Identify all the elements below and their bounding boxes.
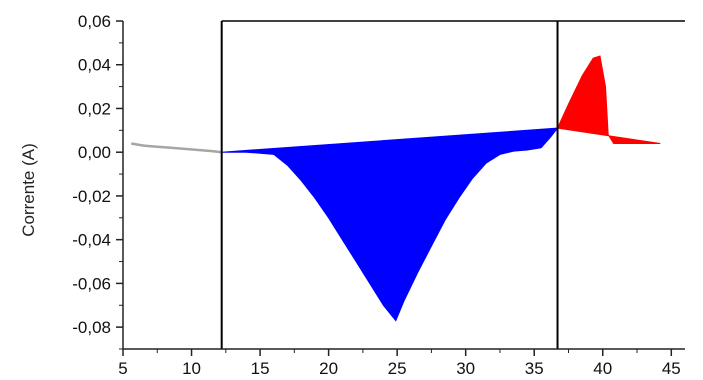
x-tick-label: 35 bbox=[525, 359, 544, 378]
x-tick-label: 15 bbox=[251, 359, 270, 378]
y-tick-label: 0,00 bbox=[78, 143, 111, 162]
x-tick-label: 10 bbox=[182, 359, 201, 378]
series-area-2 bbox=[556, 55, 661, 144]
y-tick-label: -0,02 bbox=[72, 187, 111, 206]
x-tick-label: 25 bbox=[388, 359, 407, 378]
chart-marks bbox=[130, 55, 661, 322]
x-tick-label: 40 bbox=[593, 359, 612, 378]
series-line-0 bbox=[130, 142, 222, 154]
chart-axes bbox=[122, 20, 685, 350]
y-tick-label: -0,04 bbox=[72, 231, 111, 250]
y-tick-label: 0,06 bbox=[78, 12, 111, 31]
series-area-1 bbox=[221, 127, 559, 322]
y-tick-label: -0,08 bbox=[72, 318, 111, 337]
y-axis-title: Corrente (A) bbox=[19, 143, 38, 237]
x-tick-label: 20 bbox=[319, 359, 338, 378]
x-tick-label: 45 bbox=[662, 359, 681, 378]
y-tick-label: 0,04 bbox=[78, 56, 111, 75]
x-tick-label: 30 bbox=[456, 359, 475, 378]
y-axis-ticks: 0,06 0,04 0,02 0,00 -0,02 -0,04 -0,06 -0,08 bbox=[72, 12, 123, 350]
y-tick-label: 0,02 bbox=[78, 99, 111, 118]
x-tick-label: 5 bbox=[118, 359, 127, 378]
vertical-marker-lines bbox=[220, 21, 559, 349]
y-tick-label: -0,06 bbox=[72, 274, 111, 293]
x-axis-ticks: 5 10 15 20 25 30 35 40 45 bbox=[118, 349, 681, 378]
